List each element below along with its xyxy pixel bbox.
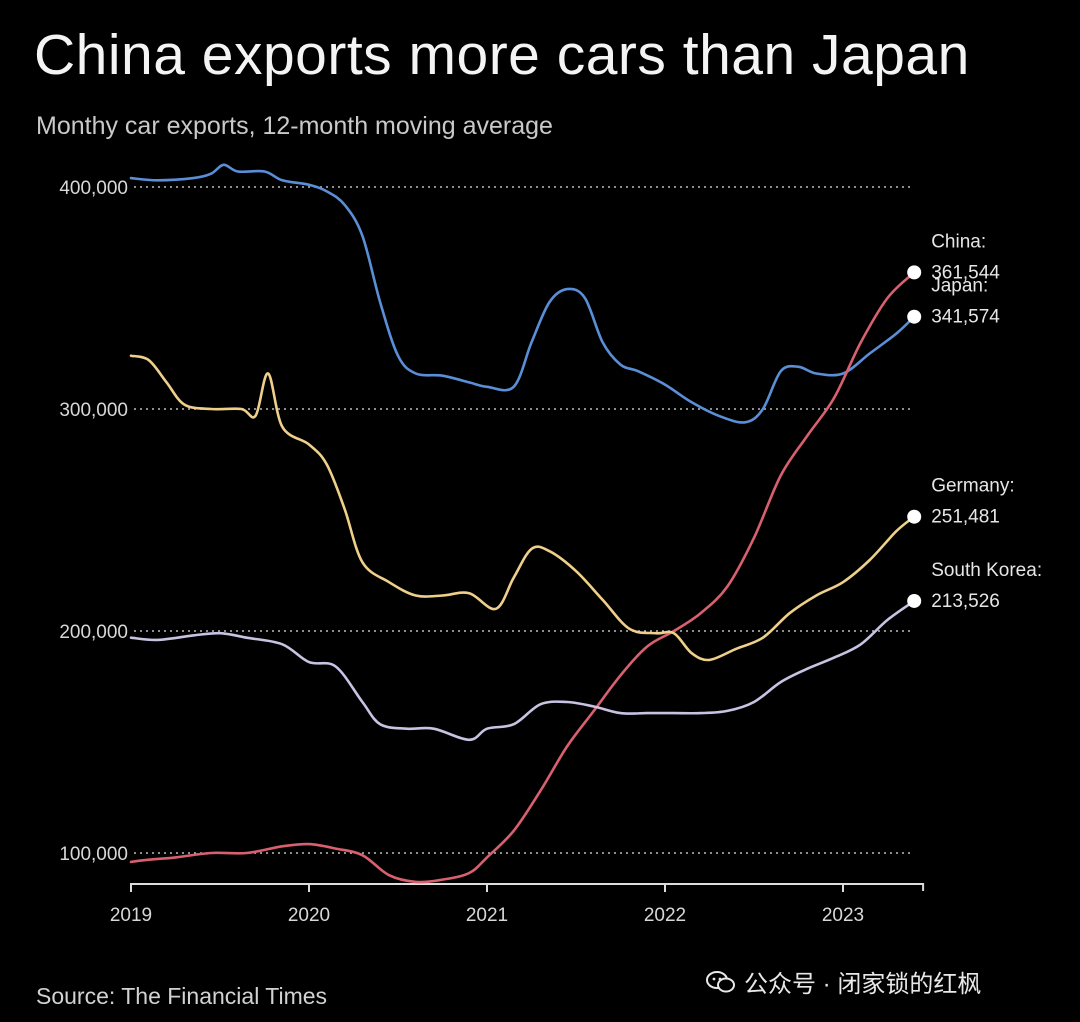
watermark: 公众号 · 闭家锁的红枫 bbox=[706, 964, 981, 999]
series-line-germany bbox=[129, 354, 916, 662]
chart-title: China exports more cars than Japan bbox=[34, 23, 970, 87]
x-tick-label: 2020 bbox=[288, 905, 330, 926]
y-tick-label: 200,000 bbox=[59, 622, 128, 643]
end-point-japan bbox=[907, 309, 922, 324]
series-name-china: China: bbox=[931, 231, 986, 252]
series-lines bbox=[129, 163, 916, 884]
x-tick-label: 2021 bbox=[466, 905, 508, 926]
series-value-china: 361,544 bbox=[931, 262, 1000, 283]
end-point-germany bbox=[907, 509, 922, 524]
x-tick-label: 2023 bbox=[822, 905, 864, 926]
wechat-icon bbox=[706, 970, 735, 992]
series-name-germany: Germany: bbox=[931, 476, 1014, 497]
series-value-germany: 251,481 bbox=[931, 507, 1000, 528]
chart-subtitle: Monthy car exports, 12-month moving aver… bbox=[36, 112, 553, 140]
end-point-south-korea bbox=[907, 593, 922, 608]
gridlines: 100,000 200,000 300,000 400,000 bbox=[59, 178, 912, 865]
y-tick-label: 100,000 bbox=[59, 844, 128, 865]
series-line-japan bbox=[129, 163, 916, 424]
y-tick-label: 300,000 bbox=[59, 400, 128, 421]
end-point-china bbox=[907, 265, 922, 280]
series-line-south-korea bbox=[129, 599, 916, 742]
series-end-labels: Japan: 341,574 China: 361,544 Germany: 251,48… bbox=[907, 231, 1042, 612]
series-value-south-korea: 213,526 bbox=[931, 591, 1000, 612]
x-axis: 2019 2020 2021 2022 2023 bbox=[110, 883, 925, 926]
series-value-japan: 341,574 bbox=[931, 307, 1000, 328]
x-tick-label: 2019 bbox=[110, 905, 152, 926]
series-name-south-korea: South Korea: bbox=[931, 560, 1042, 581]
y-tick-label: 400,000 bbox=[59, 178, 128, 199]
x-tick-label: 2022 bbox=[644, 905, 686, 926]
watermark-text: 公众号 · 闭家锁的红枫 bbox=[744, 971, 982, 998]
series-line-china bbox=[129, 271, 916, 884]
series-name-japan: Japan: bbox=[931, 276, 988, 297]
source-note: Source: The Financial Times bbox=[36, 983, 328, 1009]
